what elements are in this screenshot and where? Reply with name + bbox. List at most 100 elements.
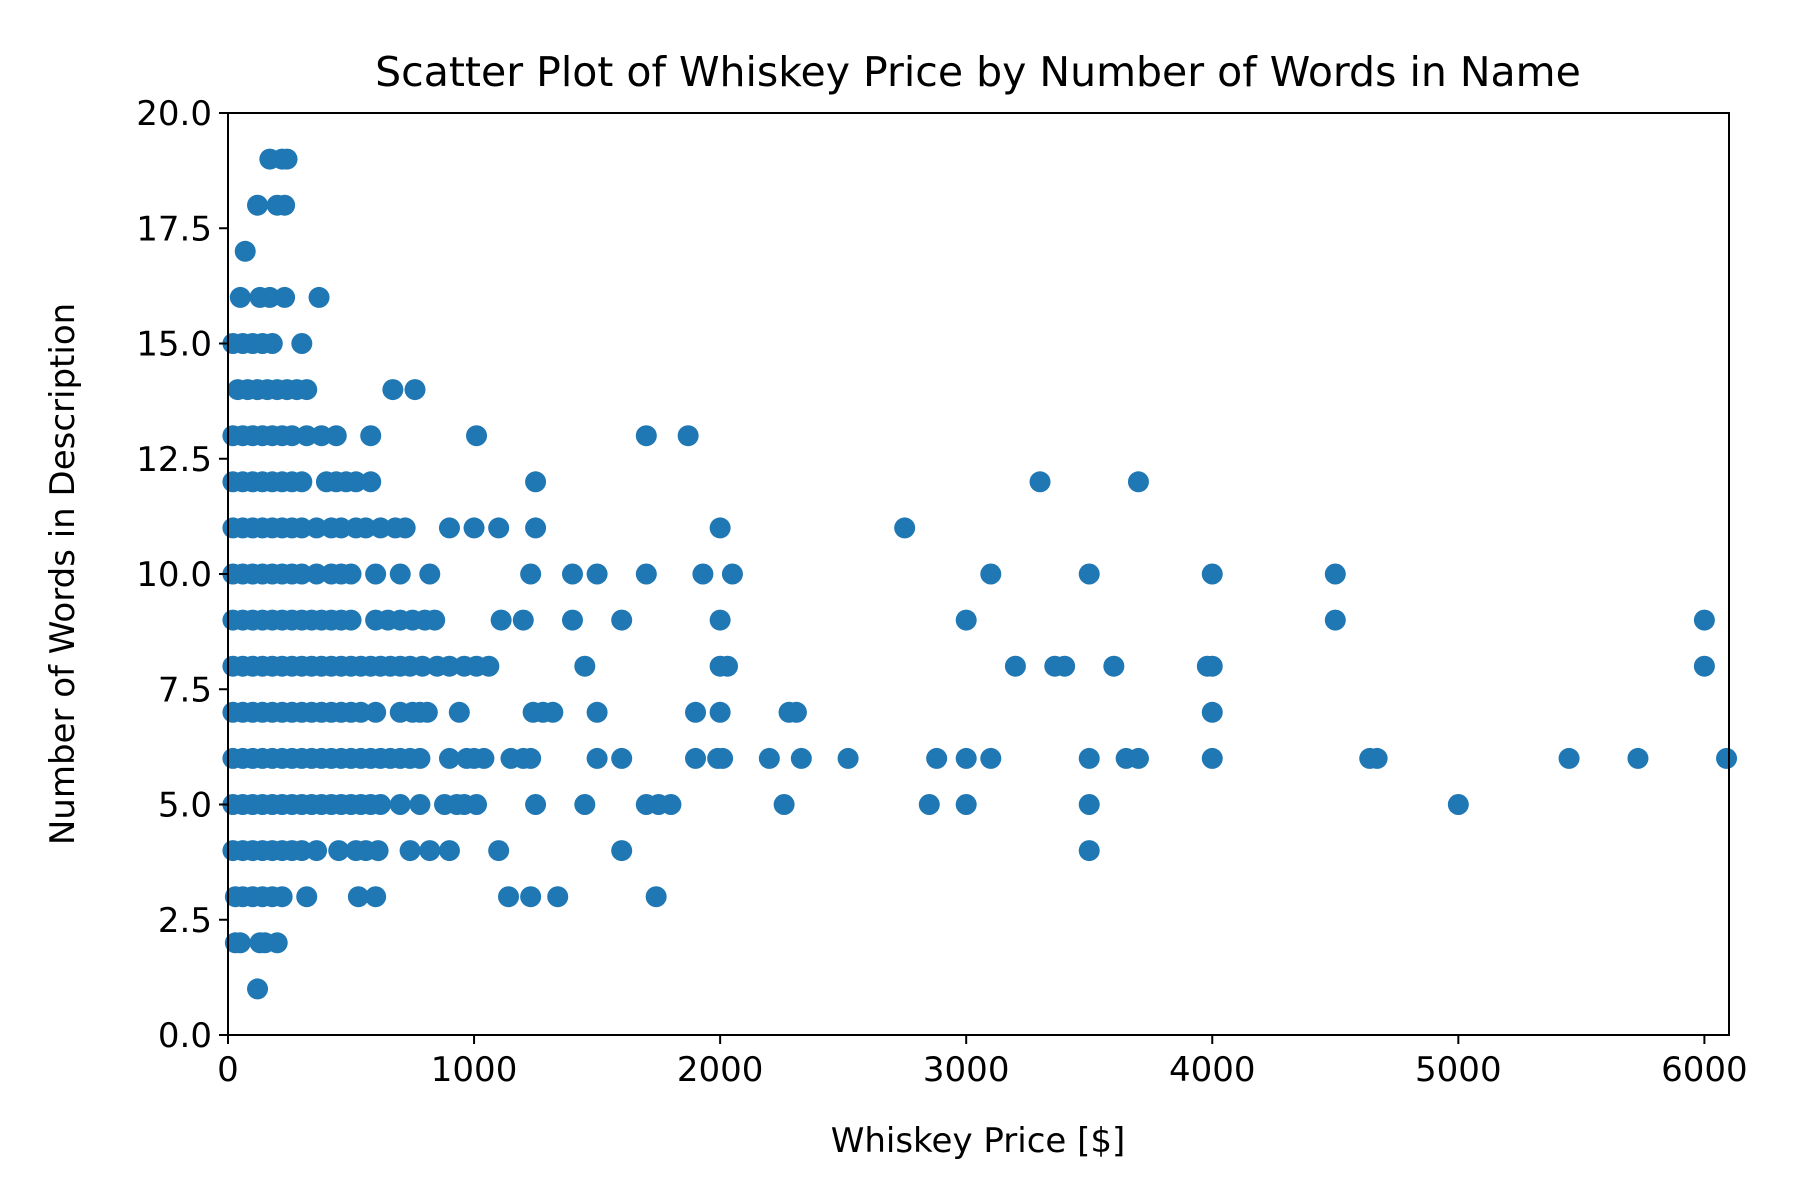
scatter-point bbox=[1627, 747, 1649, 769]
x-axis: 0 1000 2000 3000 4000 5000 6000 bbox=[217, 1035, 1748, 1090]
scatter-point bbox=[411, 655, 433, 677]
scatter-point bbox=[247, 194, 269, 216]
y-tick-label: 12.5 bbox=[136, 440, 212, 480]
y-tick-label: 5.0 bbox=[158, 786, 212, 826]
scatter-point bbox=[1103, 655, 1125, 677]
y-tick-label: 20.0 bbox=[136, 94, 212, 134]
x-tick-label: 6000 bbox=[1661, 1050, 1748, 1090]
scatter-point bbox=[645, 886, 667, 908]
scatter-point bbox=[635, 563, 657, 585]
scatter-point bbox=[773, 794, 795, 815]
scatter-point bbox=[1004, 655, 1026, 677]
y-axis-label: Number of Words in Description bbox=[43, 303, 83, 845]
scatter-point bbox=[1078, 747, 1100, 769]
scatter-point bbox=[296, 379, 318, 401]
scatter-point bbox=[1029, 471, 1051, 493]
scatter-point bbox=[266, 932, 288, 954]
scatter-point bbox=[291, 471, 313, 493]
scatter-point bbox=[685, 747, 707, 769]
scatter-point bbox=[330, 517, 352, 539]
scatter-point bbox=[355, 517, 377, 539]
scatter-point bbox=[419, 840, 441, 862]
chart-title: Scatter Plot of Whiskey Price by Number … bbox=[375, 48, 1581, 96]
scatter-point bbox=[611, 840, 633, 862]
scatter-point bbox=[438, 840, 460, 862]
scatter-point bbox=[360, 471, 382, 493]
y-tick-label: 17.5 bbox=[136, 209, 212, 249]
scatter-point bbox=[918, 794, 940, 815]
scatter-point bbox=[291, 840, 313, 862]
scatter-point bbox=[328, 840, 350, 862]
scatter-point bbox=[677, 425, 699, 447]
y-tick-label: 0.0 bbox=[158, 1016, 212, 1056]
scatter-point bbox=[837, 747, 859, 769]
scatter-point bbox=[473, 747, 495, 769]
scatter-point bbox=[894, 517, 916, 539]
scatter-point bbox=[635, 425, 657, 447]
scatter-point bbox=[271, 886, 293, 908]
scatter-point bbox=[478, 655, 500, 677]
scatter-point bbox=[1201, 655, 1223, 677]
scatter-point bbox=[586, 747, 608, 769]
scatter-point bbox=[525, 794, 547, 815]
scatter-point bbox=[721, 563, 743, 585]
scatter-point bbox=[365, 563, 387, 585]
scatter-point bbox=[490, 609, 512, 631]
scatter-point bbox=[308, 286, 330, 308]
scatter-point bbox=[1201, 563, 1223, 585]
scatter-point bbox=[466, 794, 488, 815]
plot-frame bbox=[227, 112, 1730, 1036]
x-tick-label: 3000 bbox=[923, 1050, 1010, 1090]
scatter-point bbox=[926, 747, 948, 769]
scatter-point bbox=[512, 609, 534, 631]
scatter-point bbox=[370, 517, 392, 539]
scatter-point bbox=[409, 747, 431, 769]
scatter-point bbox=[980, 747, 1002, 769]
scatter-point bbox=[717, 655, 739, 677]
scatter-point bbox=[955, 794, 977, 815]
scatter-point bbox=[561, 563, 583, 585]
scatter-point bbox=[785, 701, 807, 723]
scatter-point bbox=[709, 701, 731, 723]
x-tick-label: 2000 bbox=[677, 1050, 764, 1090]
y-tick-label: 10.0 bbox=[136, 555, 212, 595]
scatter-point bbox=[404, 379, 426, 401]
scatter-point bbox=[325, 425, 347, 447]
scatter-point bbox=[586, 701, 608, 723]
points-layer bbox=[222, 148, 1738, 1000]
scatter-point bbox=[291, 333, 313, 354]
scatter-point bbox=[520, 563, 542, 585]
scatter-point bbox=[574, 655, 596, 677]
scatter-point bbox=[416, 701, 438, 723]
x-tick-label: 1000 bbox=[431, 1050, 518, 1090]
x-tick-label: 4000 bbox=[1169, 1050, 1256, 1090]
scatter-point bbox=[438, 747, 460, 769]
scatter-point bbox=[438, 517, 460, 539]
scatter-point bbox=[360, 425, 382, 447]
scatter-point bbox=[1127, 471, 1149, 493]
scatter-point bbox=[261, 333, 283, 354]
scatter-point bbox=[561, 609, 583, 631]
scatter-point bbox=[1078, 794, 1100, 815]
scatter-point bbox=[234, 240, 256, 262]
scatter-point bbox=[365, 701, 387, 723]
scatter-point bbox=[488, 840, 510, 862]
scatter-point bbox=[611, 747, 633, 769]
scatter-point bbox=[281, 425, 303, 447]
scatter-point bbox=[547, 886, 569, 908]
scatter-point bbox=[345, 471, 367, 493]
scatter-point bbox=[370, 794, 392, 815]
scatter-point bbox=[1054, 655, 1076, 677]
scatter-point bbox=[1201, 747, 1223, 769]
x-axis-label: Whiskey Price [$] bbox=[831, 1121, 1126, 1161]
scatter-point bbox=[382, 379, 404, 401]
scatter-point bbox=[980, 563, 1002, 585]
scatter-point bbox=[306, 517, 328, 539]
scatter-point bbox=[229, 932, 251, 954]
scatter-point bbox=[709, 609, 731, 631]
scatter-point bbox=[409, 794, 431, 815]
scatter-point bbox=[424, 609, 446, 631]
scatter-point bbox=[709, 517, 731, 539]
